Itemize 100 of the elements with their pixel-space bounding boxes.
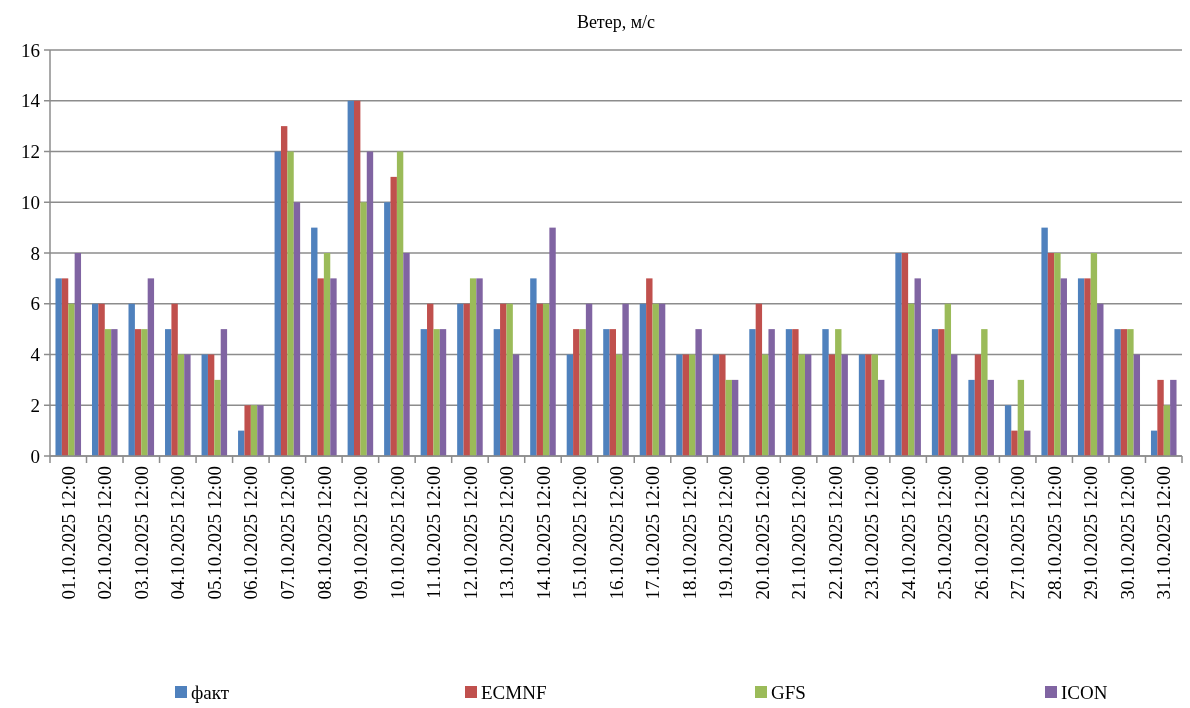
bar (1047, 253, 1055, 456)
bar (500, 303, 507, 456)
bar (207, 354, 215, 456)
chart-title: Ветер, м/с (576, 12, 656, 32)
bar (944, 303, 952, 456)
bar (1090, 253, 1098, 456)
bar (323, 253, 331, 456)
bar (835, 329, 842, 456)
bar (549, 227, 556, 456)
x-tick-label: 24.10.2025 12:00 (897, 466, 919, 600)
bar (274, 151, 281, 456)
bar (1077, 278, 1085, 456)
bar (749, 329, 756, 456)
legend-label: ECMNF (481, 681, 547, 703)
x-tick-label: 30.10.2025 12:00 (1116, 466, 1138, 600)
y-tick-label: 12 (21, 141, 40, 163)
bar (403, 253, 410, 456)
bar (974, 354, 982, 456)
legend-label: ICON (1061, 681, 1108, 703)
bar (968, 379, 975, 456)
bar (506, 303, 513, 456)
bar (111, 329, 118, 456)
x-tick-label: 21.10.2025 12:00 (788, 466, 810, 600)
bar (347, 100, 354, 456)
y-tick-label: 8 (30, 242, 40, 264)
bar (719, 354, 726, 456)
bar (895, 253, 902, 456)
bar (585, 303, 593, 456)
x-tick-label: 06.10.2025 12:00 (240, 466, 262, 600)
x-tick-label: 27.10.2025 12:00 (1007, 466, 1029, 600)
bar (201, 354, 208, 456)
bar (1084, 278, 1091, 456)
x-tick-label: 16.10.2025 12:00 (605, 466, 627, 600)
bar (476, 278, 483, 456)
bar (530, 278, 537, 456)
bar (91, 303, 99, 456)
x-tick-label: 18.10.2025 12:00 (678, 466, 700, 600)
bar (951, 354, 958, 456)
x-tick-label: 26.10.2025 12:00 (970, 466, 992, 600)
x-tick-label: 08.10.2025 12:00 (313, 466, 335, 600)
bar (682, 354, 690, 456)
bar (658, 303, 666, 456)
x-tick-label: 15.10.2025 12:00 (569, 466, 591, 600)
bar (542, 303, 550, 456)
x-tick-label: 25.10.2025 12:00 (934, 466, 956, 600)
bar (1017, 379, 1025, 456)
bar (652, 303, 659, 456)
x-tick-label: 17.10.2025 12:00 (642, 466, 664, 600)
bar (250, 405, 258, 456)
bar (512, 354, 520, 456)
x-tick-label: 20.10.2025 12:00 (751, 466, 773, 600)
legend-label: GFS (771, 681, 806, 703)
bar (731, 379, 739, 456)
bar (622, 303, 629, 456)
bar (792, 329, 799, 456)
bar (177, 354, 185, 456)
bar (1041, 227, 1048, 456)
bar (1170, 379, 1177, 456)
bar (366, 151, 374, 456)
bar (981, 329, 988, 456)
bar (55, 278, 62, 456)
bar (871, 354, 878, 456)
legend-label: факт (191, 681, 230, 703)
x-tick-label: 22.10.2025 12:00 (824, 466, 846, 600)
bar (609, 329, 616, 456)
bar (762, 354, 769, 456)
bar (755, 303, 763, 456)
bar (878, 379, 885, 456)
bar (1097, 303, 1104, 456)
bar (147, 278, 155, 456)
bar (141, 329, 148, 456)
bar (616, 354, 623, 456)
bar (1004, 405, 1012, 456)
bar (798, 354, 805, 456)
bar (214, 379, 221, 456)
x-tick-label: 19.10.2025 12:00 (715, 466, 737, 600)
bar (439, 329, 447, 456)
x-tick-label: 11.10.2025 12:00 (423, 466, 445, 599)
bar (689, 354, 696, 456)
x-tick-label: 10.10.2025 12:00 (386, 466, 408, 600)
x-tick-label: 31.10.2025 12:00 (1153, 466, 1175, 600)
bar (68, 303, 75, 456)
bar (712, 354, 720, 456)
bar (931, 329, 939, 456)
bar (579, 329, 586, 456)
y-tick-label: 14 (21, 90, 41, 112)
bar (354, 100, 361, 456)
bar (676, 354, 683, 456)
y-tick-label: 6 (30, 293, 40, 315)
y-tick-label: 0 (30, 445, 40, 467)
bar (420, 329, 428, 456)
bar (841, 354, 848, 456)
bar (566, 354, 574, 456)
bar (61, 278, 69, 456)
bar (1163, 405, 1171, 456)
x-tick-label: 01.10.2025 12:00 (57, 466, 79, 600)
bar (311, 227, 318, 456)
bar (858, 354, 866, 456)
bar (603, 329, 610, 456)
bar (1011, 430, 1018, 456)
